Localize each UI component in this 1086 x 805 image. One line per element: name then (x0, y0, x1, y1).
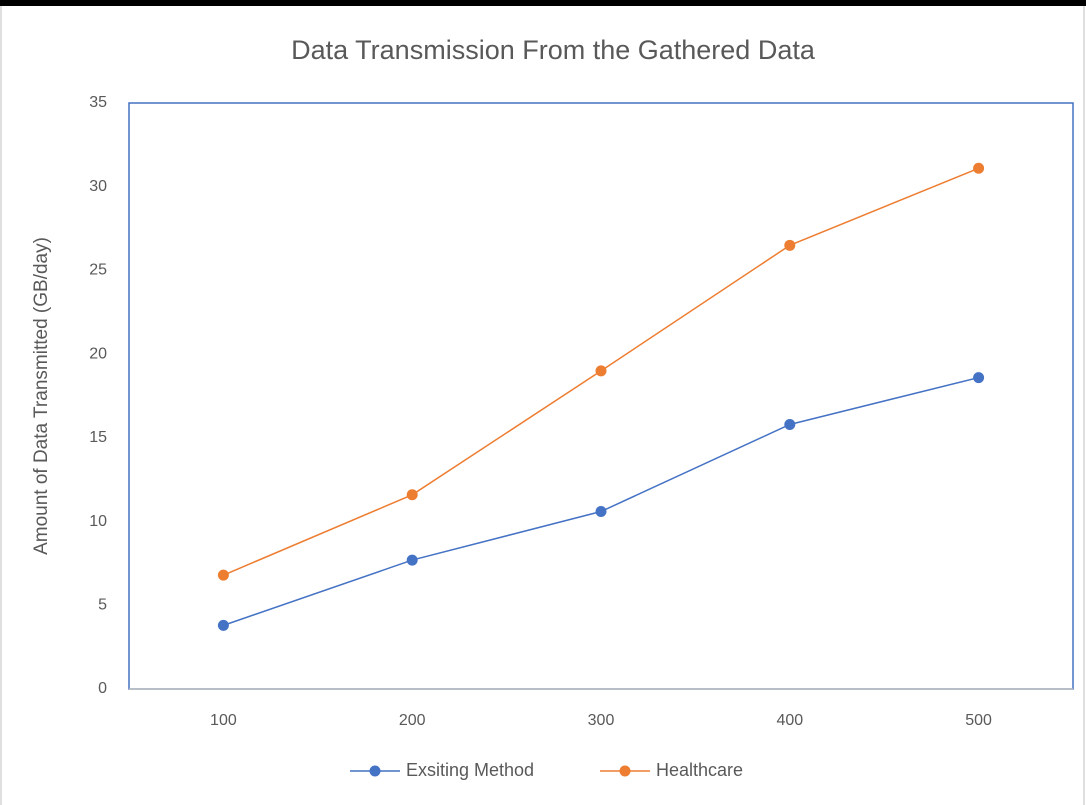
x-tick-label: 500 (965, 712, 992, 729)
y-tick-label: 0 (98, 680, 107, 697)
y-axis-label: Amount of Data Transmitted (GB/day) (31, 237, 52, 555)
y-tick-label: 5 (98, 597, 107, 614)
x-tick-label: 200 (399, 712, 426, 729)
data-point (595, 506, 607, 518)
x-tick-label: 400 (776, 712, 803, 729)
data-point (595, 365, 607, 377)
legend-label: Exsiting Method (406, 760, 534, 780)
data-point (217, 619, 229, 631)
data-point (406, 489, 418, 501)
y-tick-label: 30 (89, 178, 107, 195)
top-border (0, 0, 1086, 6)
y-tick-label: 20 (89, 345, 107, 362)
legend-label: Healthcare (656, 760, 743, 780)
data-point (973, 372, 985, 384)
data-point (973, 162, 985, 174)
y-tick-label: 25 (89, 262, 107, 279)
legend-marker (369, 765, 381, 777)
chart-title: Data Transmission From the Gathered Data (291, 35, 816, 65)
x-tick-label: 100 (210, 712, 237, 729)
y-tick-label: 35 (89, 94, 107, 111)
y-tick-label: 15 (89, 429, 107, 446)
series-line (223, 376, 979, 627)
data-point (217, 569, 229, 581)
data-point (406, 554, 418, 566)
legend-marker (619, 765, 631, 777)
data-point (784, 418, 796, 430)
x-tick-label: 300 (588, 712, 615, 729)
y-tick-label: 10 (89, 513, 107, 530)
plot-area (128, 102, 1074, 690)
data-point (784, 239, 796, 251)
